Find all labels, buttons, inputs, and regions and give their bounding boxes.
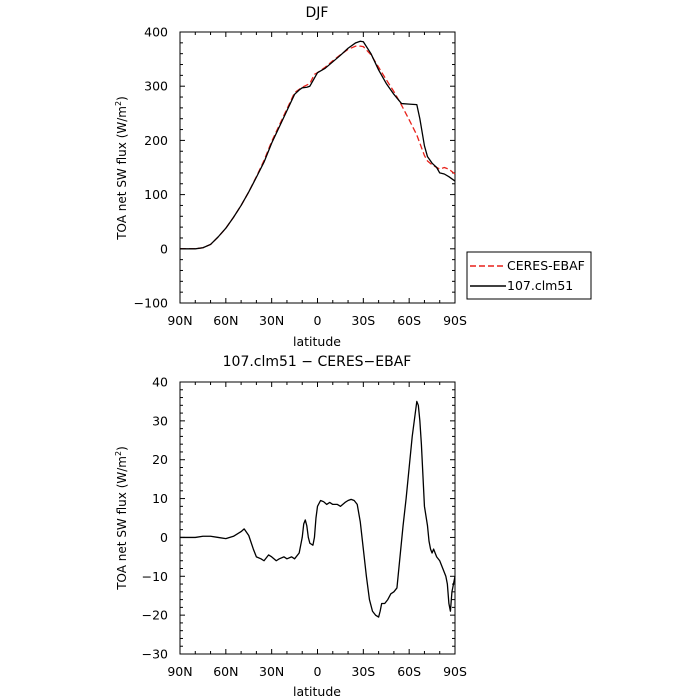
x-tick-label: 30N [259,313,284,328]
y-tick-label: 0 [160,530,168,545]
legend-label-ceres-ebaf: CERES-EBAF [507,258,585,273]
x-tick-label: 60N [213,664,238,679]
y-tick-label: 10 [152,491,168,506]
y-tick-label: 0 [160,241,168,256]
y-tick-label: −20 [142,608,168,623]
y-tick-label: 400 [144,25,168,40]
y-tick-label: 300 [144,79,168,94]
y-tick-label: −10 [142,569,168,584]
top-panel-djf: DJF latitude TOA net SW flux (W/m2) 90N 6… [114,5,467,349]
legend-box [466,251,592,300]
x-tick-label: 60N [213,313,238,328]
x-tick-label: 0 [314,664,322,679]
y-tick-label: 40 [152,375,168,390]
x-axis-label: latitude [293,334,341,349]
y-tick-label: −100 [134,296,168,311]
x-axis-label: latitude [293,684,341,699]
y-axis-label-main: TOA net SW flux (W/m [115,456,129,591]
y-tick-label: −30 [142,647,168,662]
series-line-107-clm51 [180,40,456,250]
y-axis-label-superscript: 2 [114,101,123,106]
series-line-difference [180,400,456,618]
y-tick-label: 200 [144,133,168,148]
y-axis-label: TOA net SW flux (W/m2) [114,96,129,241]
bottom-panel-difference: 107.clm51 − CERES−EBAF latitude TOA net … [114,354,467,699]
x-tick-label: 90S [443,313,467,328]
y-axis-label-tail: ) [115,96,129,101]
y-tick-label: 20 [152,452,168,467]
x-tick-label: 30S [351,664,375,679]
legend-label-107-clm51: 107.clm51 [507,278,573,293]
x-tick-label: 90N [167,313,192,328]
legend: CERES-EBAF 107.clm51 [466,251,592,300]
chart-title: DJF [306,5,329,21]
x-tick-label: 0 [314,313,322,328]
x-tick-label: 30S [351,313,375,328]
x-tick-label: 60S [397,313,421,328]
chart-title: 107.clm51 − CERES−EBAF [223,354,412,370]
y-axis-label-tail: ) [115,446,129,451]
x-tick-label: 30N [259,664,284,679]
series-line-ceres-ebaf [180,45,456,250]
y-axis-label-main: TOA net SW flux (W/m [115,106,129,241]
y-axis-label-superscript: 2 [114,451,123,456]
x-tick-label: 90N [167,664,192,679]
x-tick-label: 90S [443,664,467,679]
y-axis-label: TOA net SW flux (W/m2) [114,446,129,591]
y-tick-label: 100 [144,187,168,202]
x-tick-label: 60S [397,664,421,679]
y-tick-label: 30 [152,413,168,428]
